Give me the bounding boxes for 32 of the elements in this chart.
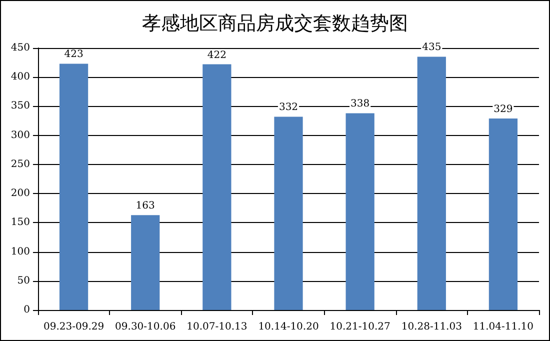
y-tick-label: 200 <box>10 188 30 200</box>
y-tick-label: 50 <box>17 275 30 286</box>
data-label: 423 <box>64 49 84 60</box>
data-label: 329 <box>494 104 513 115</box>
bar <box>488 118 518 310</box>
data-label: 435 <box>422 42 442 54</box>
bar <box>274 116 303 310</box>
x-tick-label: 09.30-10.06 <box>115 322 176 332</box>
bar <box>202 64 232 310</box>
bar <box>59 64 88 310</box>
x-tick-label: 09.23-09.29 <box>43 322 104 332</box>
x-tick-label: 11.04-11.10 <box>472 322 534 332</box>
chart-title: 孝感地区商品房成交套数趋势图 <box>142 12 408 34</box>
bar <box>131 215 160 310</box>
y-tick-label: 0 <box>24 304 30 316</box>
bar <box>346 113 374 310</box>
bar <box>417 56 446 310</box>
y-tick-label: 150 <box>10 217 30 228</box>
y-tick-label: 350 <box>10 100 30 112</box>
data-label: 332 <box>278 102 298 114</box>
y-tick-label: 250 <box>10 158 30 170</box>
y-tick-label: 450 <box>10 42 30 54</box>
x-tick-label: 10.21-10.27 <box>330 322 390 332</box>
data-label: 422 <box>207 50 226 61</box>
y-tick-label: 400 <box>10 72 30 83</box>
x-tick-label: 10.14-10.20 <box>258 322 319 332</box>
data-label: 338 <box>350 98 370 110</box>
y-tick-label: 300 <box>10 130 30 141</box>
x-tick-label: 10.28-11.03 <box>401 322 462 332</box>
y-tick-label: 100 <box>10 246 30 258</box>
data-label: 163 <box>136 200 155 212</box>
x-tick-label: 10.07-10.13 <box>186 322 248 332</box>
